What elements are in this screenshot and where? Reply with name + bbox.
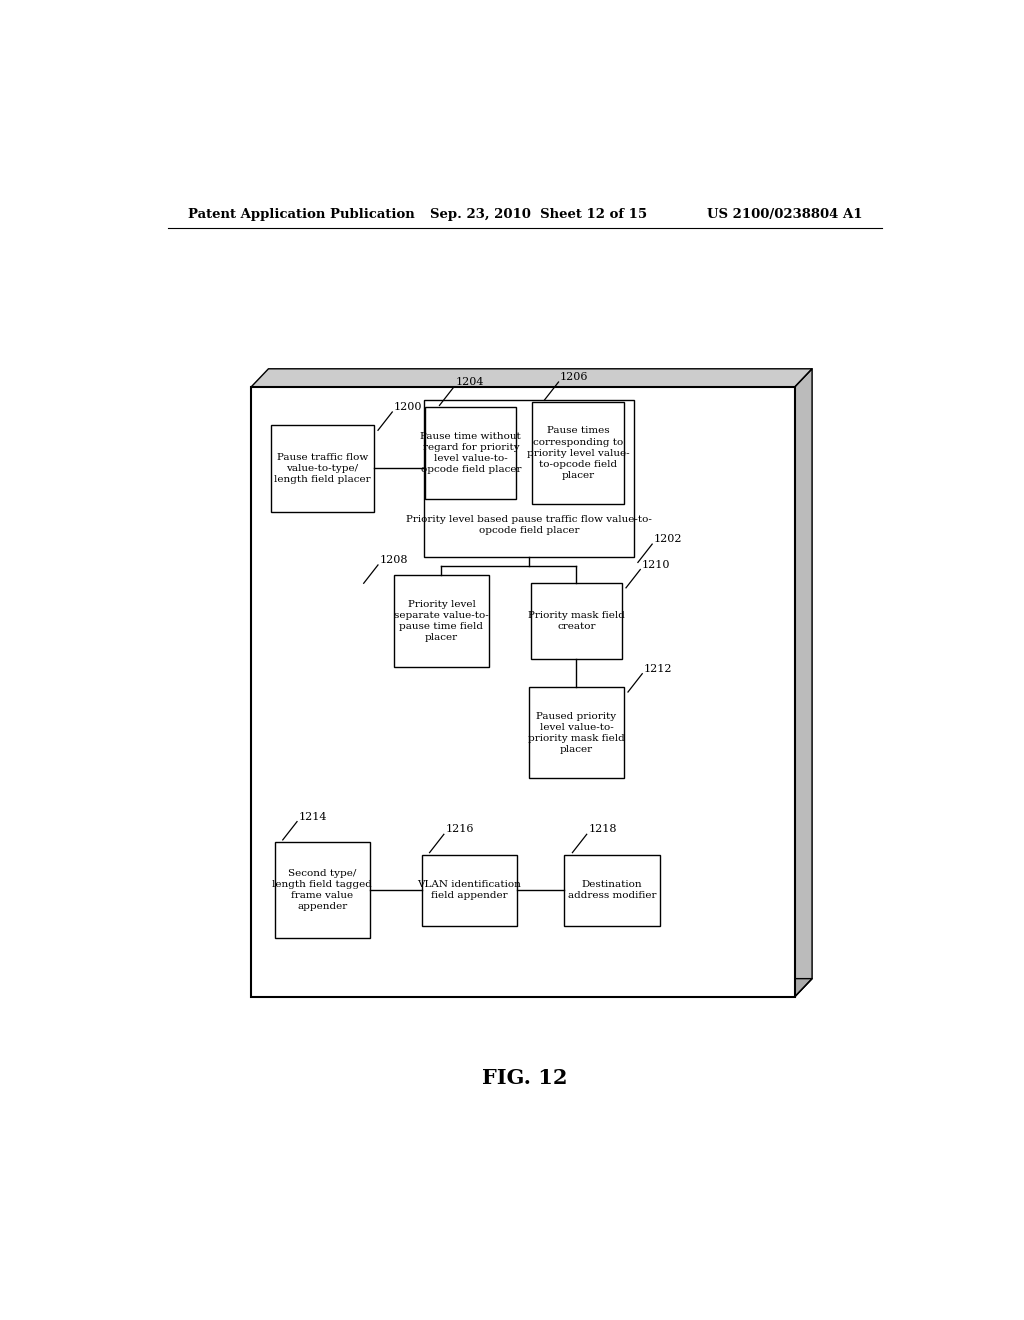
Text: FIG. 12: FIG. 12: [482, 1068, 567, 1088]
Bar: [422, 854, 517, 925]
Bar: [532, 403, 624, 504]
Text: Pause times
corresponding to
priority level value-
to-opcode field
placer: Pause times corresponding to priority le…: [526, 426, 630, 480]
Text: Pause time without
regard for priority
level value-to-
opcode field placer: Pause time without regard for priority l…: [421, 432, 521, 474]
Text: 1206: 1206: [560, 372, 589, 381]
Text: 1212: 1212: [644, 664, 673, 673]
Text: VLAN identification
field appender: VLAN identification field appender: [418, 880, 521, 900]
Bar: [530, 582, 622, 659]
Text: US 2100/0238804 A1: US 2100/0238804 A1: [708, 207, 863, 220]
Text: Paused priority
level value-to-
priority mask field
placer: Paused priority level value-to- priority…: [528, 711, 625, 754]
Text: 1218: 1218: [588, 824, 616, 834]
Polygon shape: [795, 368, 812, 997]
Text: 1210: 1210: [642, 560, 671, 569]
Bar: [564, 854, 659, 925]
Bar: [270, 425, 374, 512]
Text: Priority level based pause traffic flow value-to-
opcode field placer: Priority level based pause traffic flow …: [406, 515, 651, 535]
Text: Priority level
separate value-to-
pause time field
placer: Priority level separate value-to- pause …: [394, 599, 488, 642]
Bar: [394, 576, 489, 667]
Text: 1214: 1214: [299, 812, 327, 821]
Text: Destination
address modifier: Destination address modifier: [568, 880, 656, 900]
Bar: [274, 842, 370, 939]
Polygon shape: [251, 978, 812, 997]
Bar: [425, 408, 516, 499]
Polygon shape: [251, 368, 812, 387]
Text: 1216: 1216: [445, 824, 474, 834]
Text: 1204: 1204: [456, 378, 484, 387]
Bar: [251, 387, 795, 997]
Bar: [424, 400, 634, 557]
Text: Priority mask field
creator: Priority mask field creator: [528, 611, 625, 631]
Text: Patent Application Publication: Patent Application Publication: [187, 207, 415, 220]
Text: Second type/
length field tagged
frame value
appender: Second type/ length field tagged frame v…: [272, 869, 373, 911]
Text: 1200: 1200: [394, 403, 422, 412]
Text: 1202: 1202: [653, 535, 682, 544]
Text: Sep. 23, 2010  Sheet 12 of 15: Sep. 23, 2010 Sheet 12 of 15: [430, 207, 647, 220]
Text: Pause traffic flow
value-to-type/
length field placer: Pause traffic flow value-to-type/ length…: [274, 453, 371, 484]
Text: 1208: 1208: [380, 554, 409, 565]
Bar: [528, 686, 624, 779]
